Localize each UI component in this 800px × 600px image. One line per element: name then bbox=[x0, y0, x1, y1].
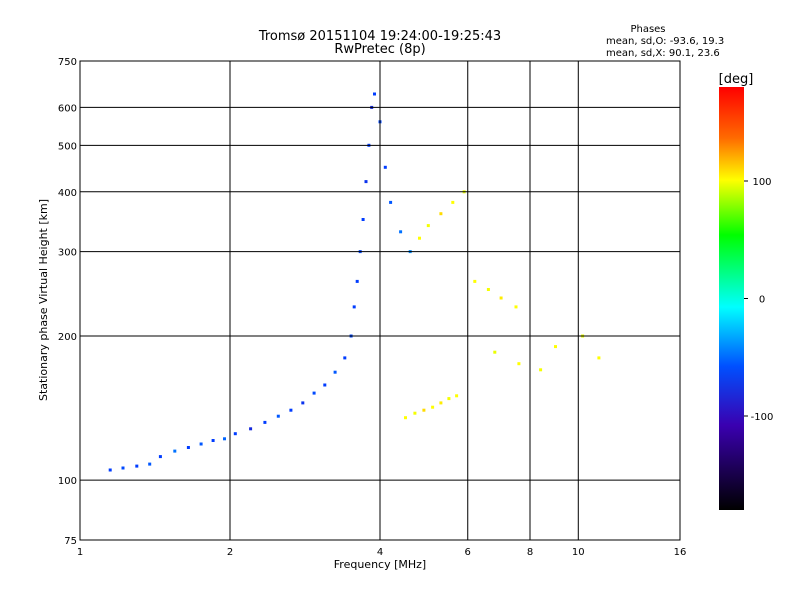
plot-frame bbox=[79, 60, 681, 541]
y-tick-label: 750 bbox=[58, 57, 77, 68]
x-tick-label: 16 bbox=[674, 547, 687, 558]
grid-lines bbox=[80, 61, 680, 540]
data-point bbox=[199, 442, 203, 446]
x-axis-label: Frequency [MHz] bbox=[334, 558, 426, 571]
data-point bbox=[426, 224, 430, 228]
data-point bbox=[121, 466, 125, 470]
x-tick-label: 10 bbox=[572, 547, 585, 558]
y-tick-label: 200 bbox=[58, 332, 77, 343]
data-point bbox=[404, 416, 407, 420]
data-point bbox=[276, 414, 280, 418]
phases-line-x: mean, sd,X: 90.1, 23.6 bbox=[606, 48, 720, 59]
data-point bbox=[447, 397, 451, 401]
data-point bbox=[413, 411, 417, 415]
data-point bbox=[473, 279, 477, 283]
x-tick-labels: 1 2 4 6 8 10 16 bbox=[77, 547, 687, 558]
data-point bbox=[499, 296, 503, 300]
x-tick-label: 2 bbox=[227, 547, 233, 558]
x-tick-label: 1 bbox=[77, 547, 83, 558]
data-point bbox=[554, 345, 557, 349]
colorbar-label: [deg] bbox=[719, 72, 754, 87]
chart-subtitle: RwPretec (8p) bbox=[334, 42, 425, 57]
y-axis-label: Stationary phase Virtual Height [km] bbox=[37, 199, 50, 401]
y-tick-label: 600 bbox=[58, 103, 77, 114]
data-point bbox=[486, 288, 490, 291]
data-point bbox=[263, 420, 267, 424]
phases-box: Phases mean, sd,O: -93.6, 19.3 mean, sd,… bbox=[606, 24, 724, 59]
data-point bbox=[343, 356, 347, 360]
data-point bbox=[158, 455, 162, 459]
data-point bbox=[451, 200, 455, 204]
phases-line-o: mean, sd,O: -93.6, 19.3 bbox=[606, 36, 724, 47]
y-tick-labels: 75 100 200 300 400 500 600 750 bbox=[58, 57, 77, 547]
data-point bbox=[399, 230, 403, 234]
data-point bbox=[211, 439, 215, 442]
data-point bbox=[355, 279, 359, 283]
data-point bbox=[333, 370, 337, 374]
data-point bbox=[108, 468, 112, 472]
data-point bbox=[249, 427, 253, 431]
data-point bbox=[148, 462, 152, 466]
colorbar-tick-label: 0 bbox=[759, 295, 765, 306]
data-point bbox=[173, 449, 177, 453]
data-point bbox=[514, 305, 518, 309]
data-point bbox=[383, 165, 387, 169]
data-point bbox=[389, 200, 393, 204]
phases-title: Phases bbox=[630, 24, 665, 35]
data-point bbox=[312, 391, 316, 395]
data-point bbox=[431, 405, 435, 409]
y-tick-label: 100 bbox=[58, 476, 77, 487]
data-point bbox=[422, 408, 426, 412]
data-point bbox=[289, 408, 293, 412]
data-point bbox=[361, 218, 365, 221]
colorbar-ticks: 100 0 -100 bbox=[744, 177, 773, 423]
data-point bbox=[439, 401, 443, 405]
y-tick-label: 300 bbox=[58, 248, 77, 259]
data-point bbox=[301, 401, 305, 405]
data-point bbox=[418, 236, 421, 240]
colorbar: [deg] 100 0 -100 bbox=[719, 72, 773, 510]
data-point bbox=[364, 180, 368, 184]
x-tick-label: 4 bbox=[377, 547, 383, 558]
data-point bbox=[323, 383, 327, 387]
colorbar-gradient bbox=[719, 87, 744, 510]
data-point bbox=[135, 464, 139, 468]
colorbar-tick-label: -100 bbox=[751, 412, 774, 423]
data-point bbox=[597, 356, 601, 360]
scatter-points bbox=[108, 92, 601, 472]
data-point bbox=[352, 305, 356, 309]
chart-title: Tromsø 20151104 19:24:00-19:25:43 bbox=[258, 29, 501, 44]
data-point bbox=[539, 368, 543, 372]
colorbar-tick-label: 100 bbox=[752, 177, 771, 188]
x-tick-label: 6 bbox=[465, 547, 471, 558]
data-point bbox=[373, 92, 376, 96]
y-tick-label: 400 bbox=[58, 188, 77, 199]
data-point bbox=[439, 212, 443, 216]
data-point bbox=[455, 394, 459, 398]
x-tick-label: 8 bbox=[527, 547, 533, 558]
data-point bbox=[517, 362, 521, 366]
data-point bbox=[493, 350, 497, 354]
data-point bbox=[233, 432, 237, 436]
y-tick-label: 500 bbox=[58, 141, 77, 152]
data-point bbox=[223, 437, 226, 441]
y-tick-label: 75 bbox=[64, 536, 77, 547]
data-point bbox=[186, 446, 190, 449]
